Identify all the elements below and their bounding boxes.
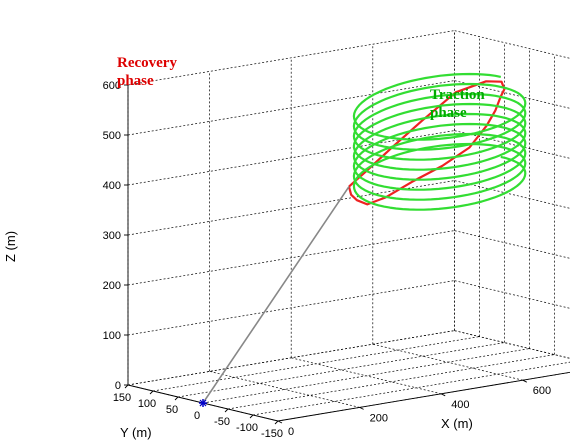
y-tick-label: 0	[194, 410, 200, 422]
x-tick-label: 200	[370, 412, 388, 424]
z-tick-label: 500	[103, 130, 121, 142]
z-tick-label: 400	[103, 180, 121, 192]
origin-marker	[199, 399, 207, 407]
x-tick-label: 400	[451, 399, 469, 411]
y-tick-label: -150	[261, 428, 283, 440]
z-tick-label: 100	[103, 330, 121, 342]
x-tick-label: 600	[533, 385, 551, 397]
annotation-line: phase	[430, 105, 467, 121]
annotation-line: phase	[117, 73, 154, 89]
x-axis-label: X (m)	[441, 416, 473, 431]
y-tick-label: 150	[113, 392, 131, 404]
y-tick-label: -50	[214, 416, 230, 428]
y-tick-label: 100	[138, 398, 156, 410]
y-tick-label: -100	[236, 422, 258, 434]
x-tick-label: 0	[288, 426, 294, 438]
z-tick-label: 0	[115, 380, 121, 392]
y-axis-label: Y (m)	[120, 425, 152, 440]
z-tick-label: 200	[103, 280, 121, 292]
z-axis-label: Z (m)	[3, 231, 18, 262]
y-tick-label: 50	[166, 404, 178, 416]
annotation-line: Traction	[430, 87, 485, 103]
z-tick-label: 300	[103, 230, 121, 242]
annotation-line: Recovery	[117, 55, 177, 71]
